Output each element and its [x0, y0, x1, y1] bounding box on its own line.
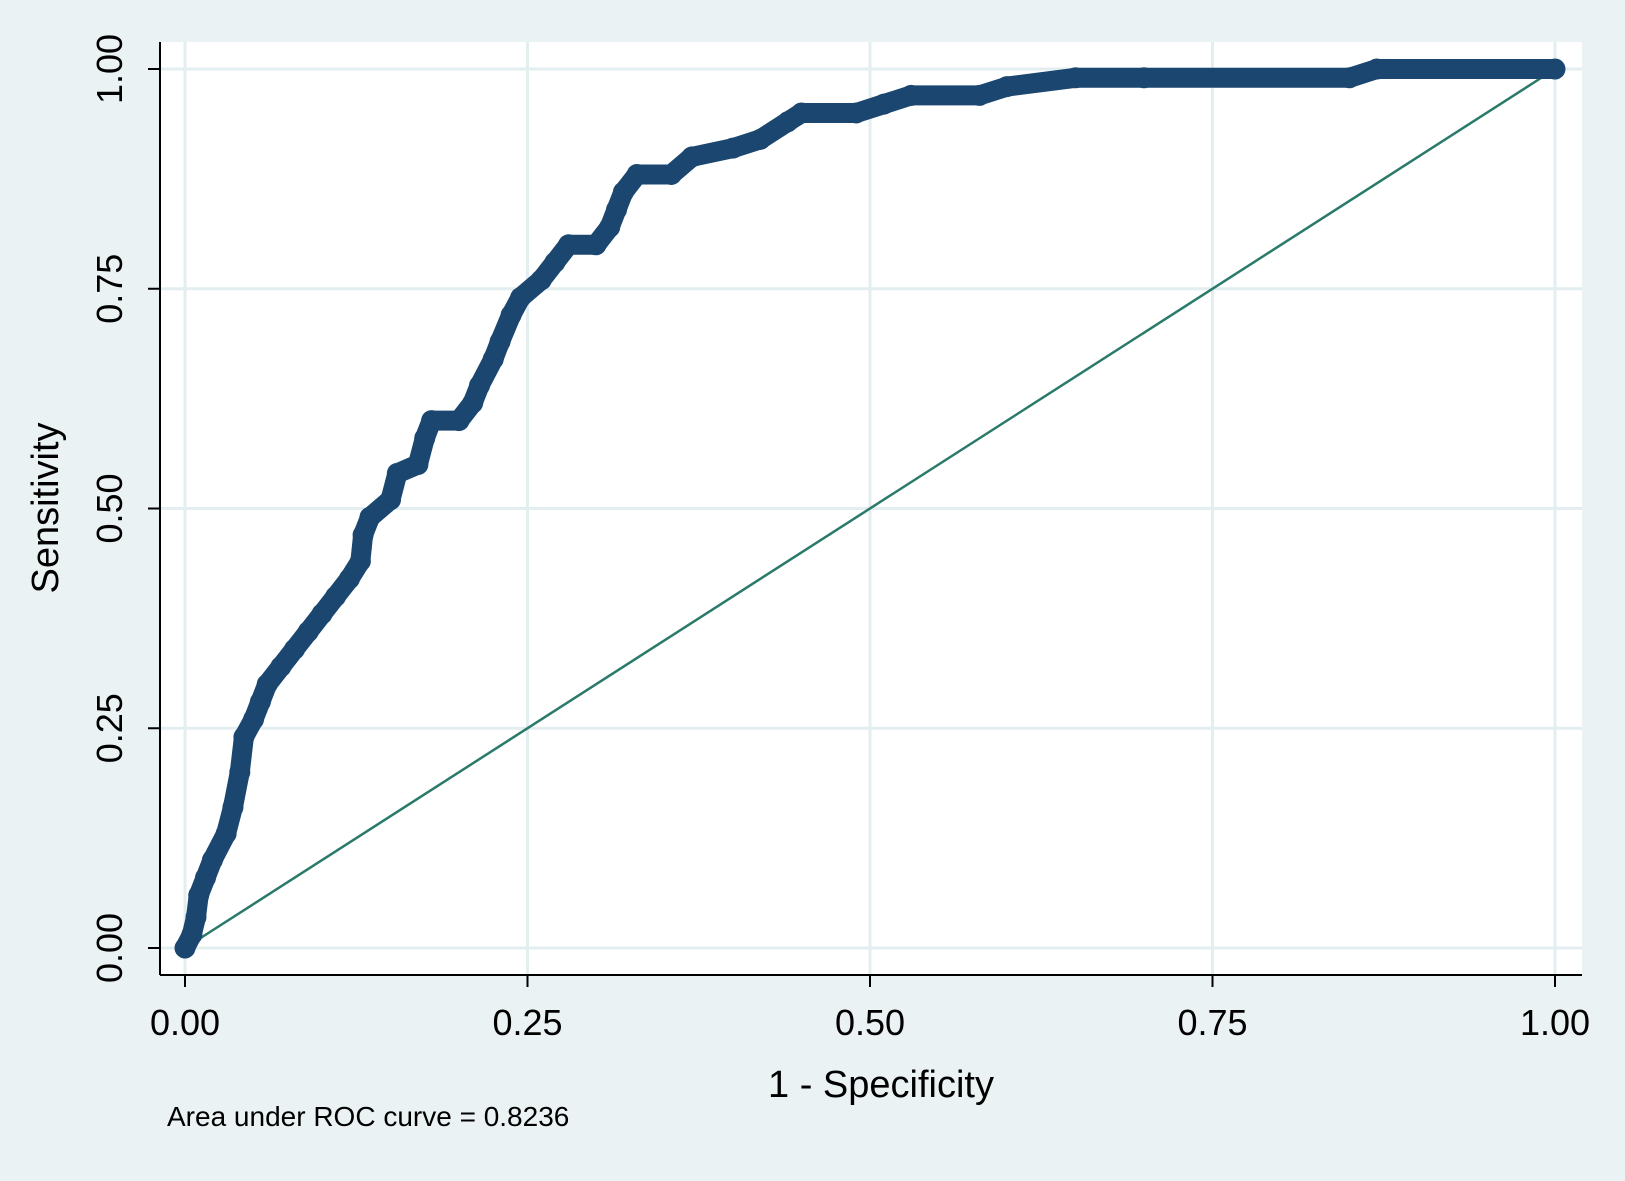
roc-curve-point-6	[215, 823, 237, 845]
roc-curve-point-22	[380, 489, 401, 511]
roc-curve-point-50	[900, 84, 922, 106]
roc-curve-point-20	[352, 524, 374, 546]
roc-curve-point-8	[229, 761, 251, 783]
roc-curve-point-36	[558, 234, 580, 256]
roc-curve-point-18	[338, 568, 360, 590]
roc-curve-point-53	[1065, 67, 1086, 89]
roc-curve-point-57	[1544, 58, 1566, 80]
roc-curve-point-27	[448, 410, 470, 432]
roc-curve-point-15	[297, 621, 319, 643]
y-axis-title: Sensitivity	[25, 422, 67, 593]
roc-curve-point-48	[845, 102, 867, 124]
auc-note: Area under ROC curve = 0.8236	[167, 1101, 569, 1132]
x-tick-label-0: 0.00	[150, 1002, 220, 1043]
roc-curve-point-55	[1339, 67, 1360, 89]
axes: 0.00 0.25 0.50 0.75 1.00 0.00 0.25 0.50 0.75 1.00	[89, 34, 1590, 1043]
roc-curve-point-30	[482, 348, 504, 370]
roc-curve-point-4	[195, 867, 217, 889]
roc-curve-point-17	[325, 585, 347, 607]
roc-curve-point-37	[585, 234, 607, 256]
roc-curve-point-31	[489, 330, 511, 352]
series-layer	[174, 58, 1566, 959]
roc-curve-point-56	[1366, 58, 1388, 80]
roc-curve-point-7	[222, 796, 244, 818]
roc-curve-point-35	[544, 251, 566, 273]
roc-curve-point-52	[996, 76, 1018, 98]
roc-curve-point-54	[1133, 67, 1155, 89]
roc-curve-point-40	[612, 181, 634, 203]
roc-curve-point-47	[791, 102, 812, 124]
y-tick-label-1: 0.25	[89, 693, 130, 763]
roc-curve-point-51	[969, 84, 991, 106]
x-tick-label-2: 0.50	[835, 1002, 905, 1043]
roc-curve-point-29	[469, 374, 491, 396]
roc-curve-point-45	[749, 128, 771, 150]
roc-curve-point-16	[311, 603, 333, 625]
roc-curve-point-1	[181, 924, 203, 946]
x-axis-title: 1 - Specificity	[768, 1064, 994, 1106]
roc-curve-point-24	[407, 454, 429, 476]
roc-curve-point-23	[386, 462, 408, 484]
roc-curve-point-38	[599, 216, 621, 238]
roc-curve-point-5	[201, 849, 223, 871]
y-tick-label-3: 0.75	[89, 254, 130, 324]
roc-curve-point-21	[359, 506, 381, 528]
y-tick-label-0: 0.00	[89, 913, 130, 983]
roc-curve-point-49	[873, 93, 895, 115]
roc-curve-point-26	[421, 410, 443, 432]
roc-curve-point-2	[185, 906, 207, 928]
roc-curve-point-10	[243, 708, 264, 730]
labels: 1 - Specificity Sensitivity Area under R…	[25, 422, 994, 1132]
roc-curve-point-11	[249, 691, 271, 713]
roc-curve-point-3	[188, 884, 210, 906]
roc-curve-point-43	[681, 146, 703, 168]
roc-curve-point-28	[462, 392, 484, 414]
roc-curve-point-12	[256, 673, 278, 695]
roc-curve-point-32	[500, 304, 522, 326]
roc-curve-point-9	[233, 726, 255, 748]
x-tick-label-1: 0.25	[492, 1002, 562, 1043]
roc-curve-point-41	[626, 163, 648, 185]
x-tick-label-3: 0.75	[1177, 1002, 1247, 1043]
x-tick-label-4: 1.00	[1520, 1002, 1590, 1043]
roc-curve-point-44	[722, 137, 744, 159]
roc-curve-point-25	[414, 427, 436, 449]
y-tick-label-4: 1.00	[89, 34, 130, 104]
roc-curve-point-39	[606, 199, 628, 221]
roc-curve-point-34	[530, 269, 552, 291]
y-tick-label-2: 0.50	[89, 473, 130, 543]
roc-curve-point-42	[660, 163, 682, 185]
roc-curve-point-33	[510, 287, 532, 309]
roc-curve-point-13	[270, 656, 292, 678]
reference-line	[184, 67, 1556, 950]
roc-curve-point-14	[284, 638, 306, 660]
roc-curve-point-19	[349, 550, 371, 572]
